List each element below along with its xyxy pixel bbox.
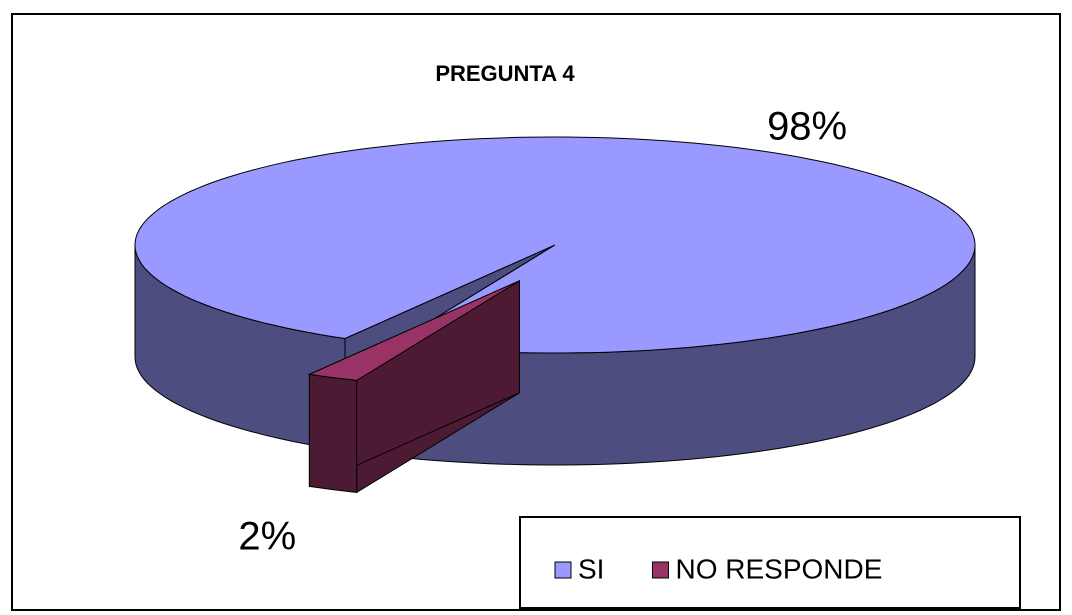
legend-box (519, 516, 1021, 609)
slice-side (308, 373, 358, 493)
chart-title: PREGUNTA 4 (435, 61, 575, 86)
legend-label: NO RESPONDE (675, 553, 882, 584)
data-label: 98% (767, 104, 847, 148)
legend-label: SI (578, 553, 604, 584)
slice (307, 280, 520, 381)
data-label: 2% (238, 514, 296, 558)
slice (134, 136, 976, 354)
legend-swatch (554, 561, 572, 579)
legend-swatch (651, 561, 669, 579)
